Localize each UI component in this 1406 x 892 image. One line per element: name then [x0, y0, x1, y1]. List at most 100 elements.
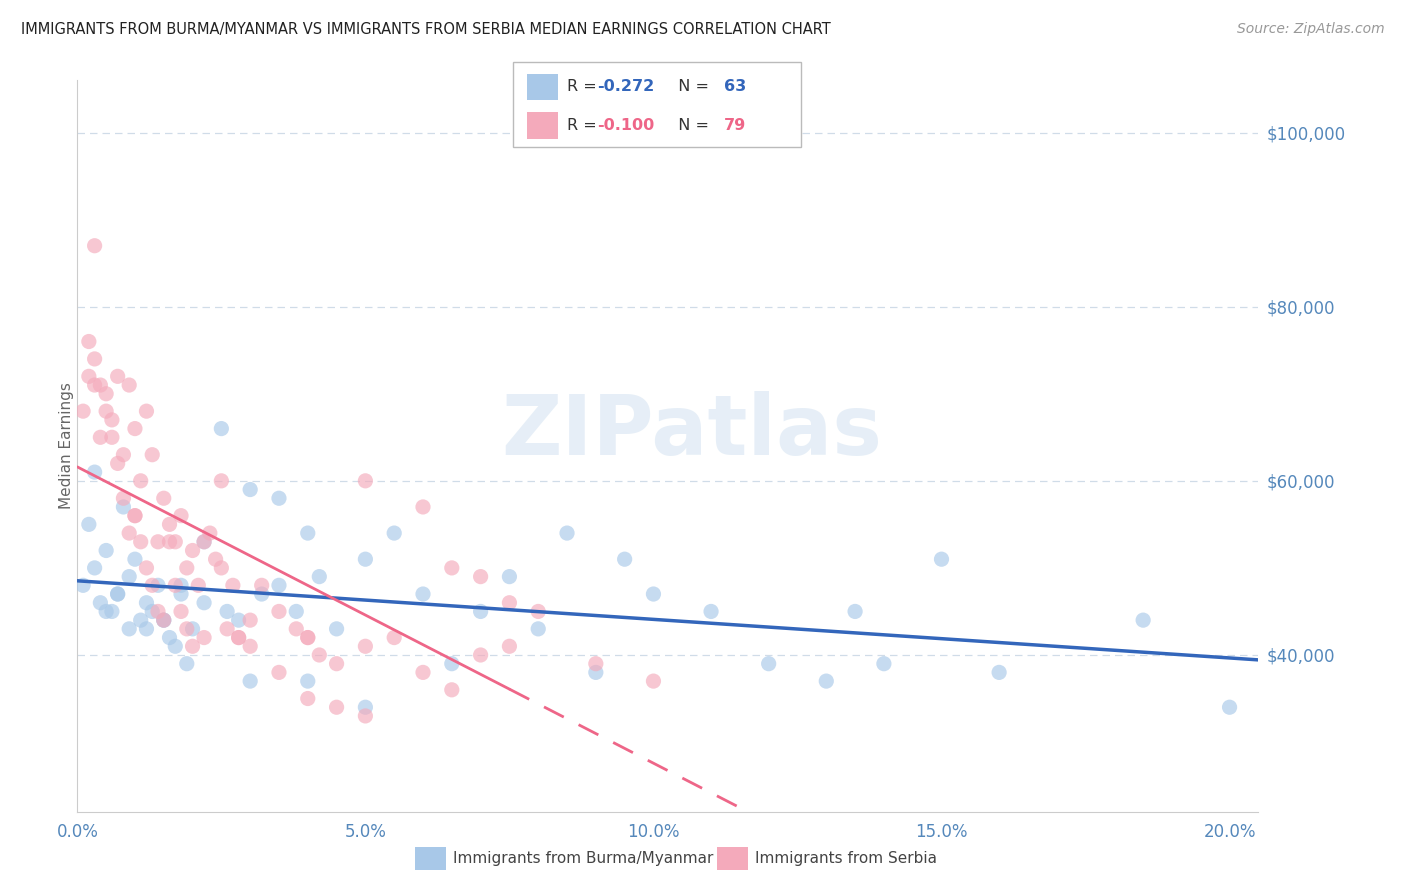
Point	[89, 430, 111, 444]
Point	[382, 631, 405, 645]
Point	[72, 578, 94, 592]
Point	[228, 631, 250, 645]
Point	[141, 578, 163, 592]
Text: -0.100: -0.100	[598, 119, 655, 134]
Point	[170, 587, 193, 601]
Point	[112, 448, 135, 462]
Point	[135, 622, 157, 636]
Point	[135, 561, 157, 575]
Point	[527, 622, 550, 636]
Point	[118, 378, 141, 392]
Point	[152, 613, 174, 627]
Point	[181, 622, 204, 636]
Point	[297, 631, 319, 645]
Point	[267, 578, 290, 592]
Point	[198, 526, 221, 541]
Point	[141, 604, 163, 618]
Point	[107, 369, 129, 384]
Point	[498, 569, 520, 583]
Point	[209, 561, 232, 575]
Point	[176, 561, 198, 575]
Point	[297, 526, 319, 541]
Text: Source: ZipAtlas.com: Source: ZipAtlas.com	[1237, 22, 1385, 37]
Point	[101, 413, 124, 427]
Point	[101, 430, 124, 444]
Point	[83, 561, 105, 575]
Point	[613, 552, 636, 566]
Point	[94, 543, 117, 558]
Point	[129, 534, 152, 549]
Point	[152, 491, 174, 506]
Point	[193, 534, 215, 549]
Point	[146, 534, 169, 549]
Point	[146, 578, 169, 592]
Point	[118, 526, 141, 541]
Point	[267, 491, 290, 506]
Point	[89, 378, 111, 392]
Point	[267, 604, 290, 618]
Point	[83, 378, 105, 392]
Point	[354, 709, 377, 723]
Point	[643, 674, 665, 689]
Point	[209, 474, 232, 488]
Point	[181, 640, 204, 654]
Point	[83, 238, 105, 252]
Point	[1219, 700, 1241, 714]
Point	[988, 665, 1011, 680]
Point	[146, 604, 169, 618]
Point	[931, 552, 953, 566]
Point	[124, 552, 146, 566]
Point	[228, 631, 250, 645]
Point	[187, 578, 209, 592]
Point	[112, 500, 135, 514]
Point	[239, 674, 262, 689]
Point	[228, 613, 250, 627]
Point	[815, 674, 838, 689]
Point	[176, 622, 198, 636]
Point	[308, 569, 330, 583]
Point	[354, 640, 377, 654]
Point	[193, 596, 215, 610]
Point	[412, 665, 434, 680]
Text: Immigrants from Serbia: Immigrants from Serbia	[755, 851, 936, 865]
Point	[267, 665, 290, 680]
Text: -0.272: -0.272	[598, 79, 655, 95]
Point	[89, 596, 111, 610]
Point	[124, 421, 146, 435]
Point	[152, 613, 174, 627]
Point	[643, 587, 665, 601]
Point	[239, 613, 262, 627]
Text: N =: N =	[668, 119, 714, 134]
Text: 79: 79	[724, 119, 747, 134]
Point	[176, 657, 198, 671]
Point	[844, 604, 866, 618]
Point	[204, 552, 226, 566]
Point	[107, 587, 129, 601]
Point	[239, 640, 262, 654]
Point	[112, 491, 135, 506]
Point	[585, 657, 607, 671]
Point	[118, 569, 141, 583]
Point	[141, 448, 163, 462]
Point	[325, 622, 347, 636]
Point	[77, 517, 100, 532]
Point	[77, 334, 100, 349]
Point	[470, 648, 492, 662]
Point	[555, 526, 578, 541]
Point	[470, 569, 492, 583]
Point	[159, 631, 181, 645]
Point	[470, 604, 492, 618]
Point	[107, 457, 129, 471]
Point	[354, 474, 377, 488]
Point	[124, 508, 146, 523]
Point	[135, 404, 157, 418]
Point	[159, 517, 181, 532]
Point	[440, 682, 463, 697]
Point	[412, 500, 434, 514]
Point	[700, 604, 723, 618]
Point	[193, 631, 215, 645]
Point	[165, 578, 187, 592]
Point	[209, 421, 232, 435]
Point	[325, 657, 347, 671]
Point	[297, 691, 319, 706]
